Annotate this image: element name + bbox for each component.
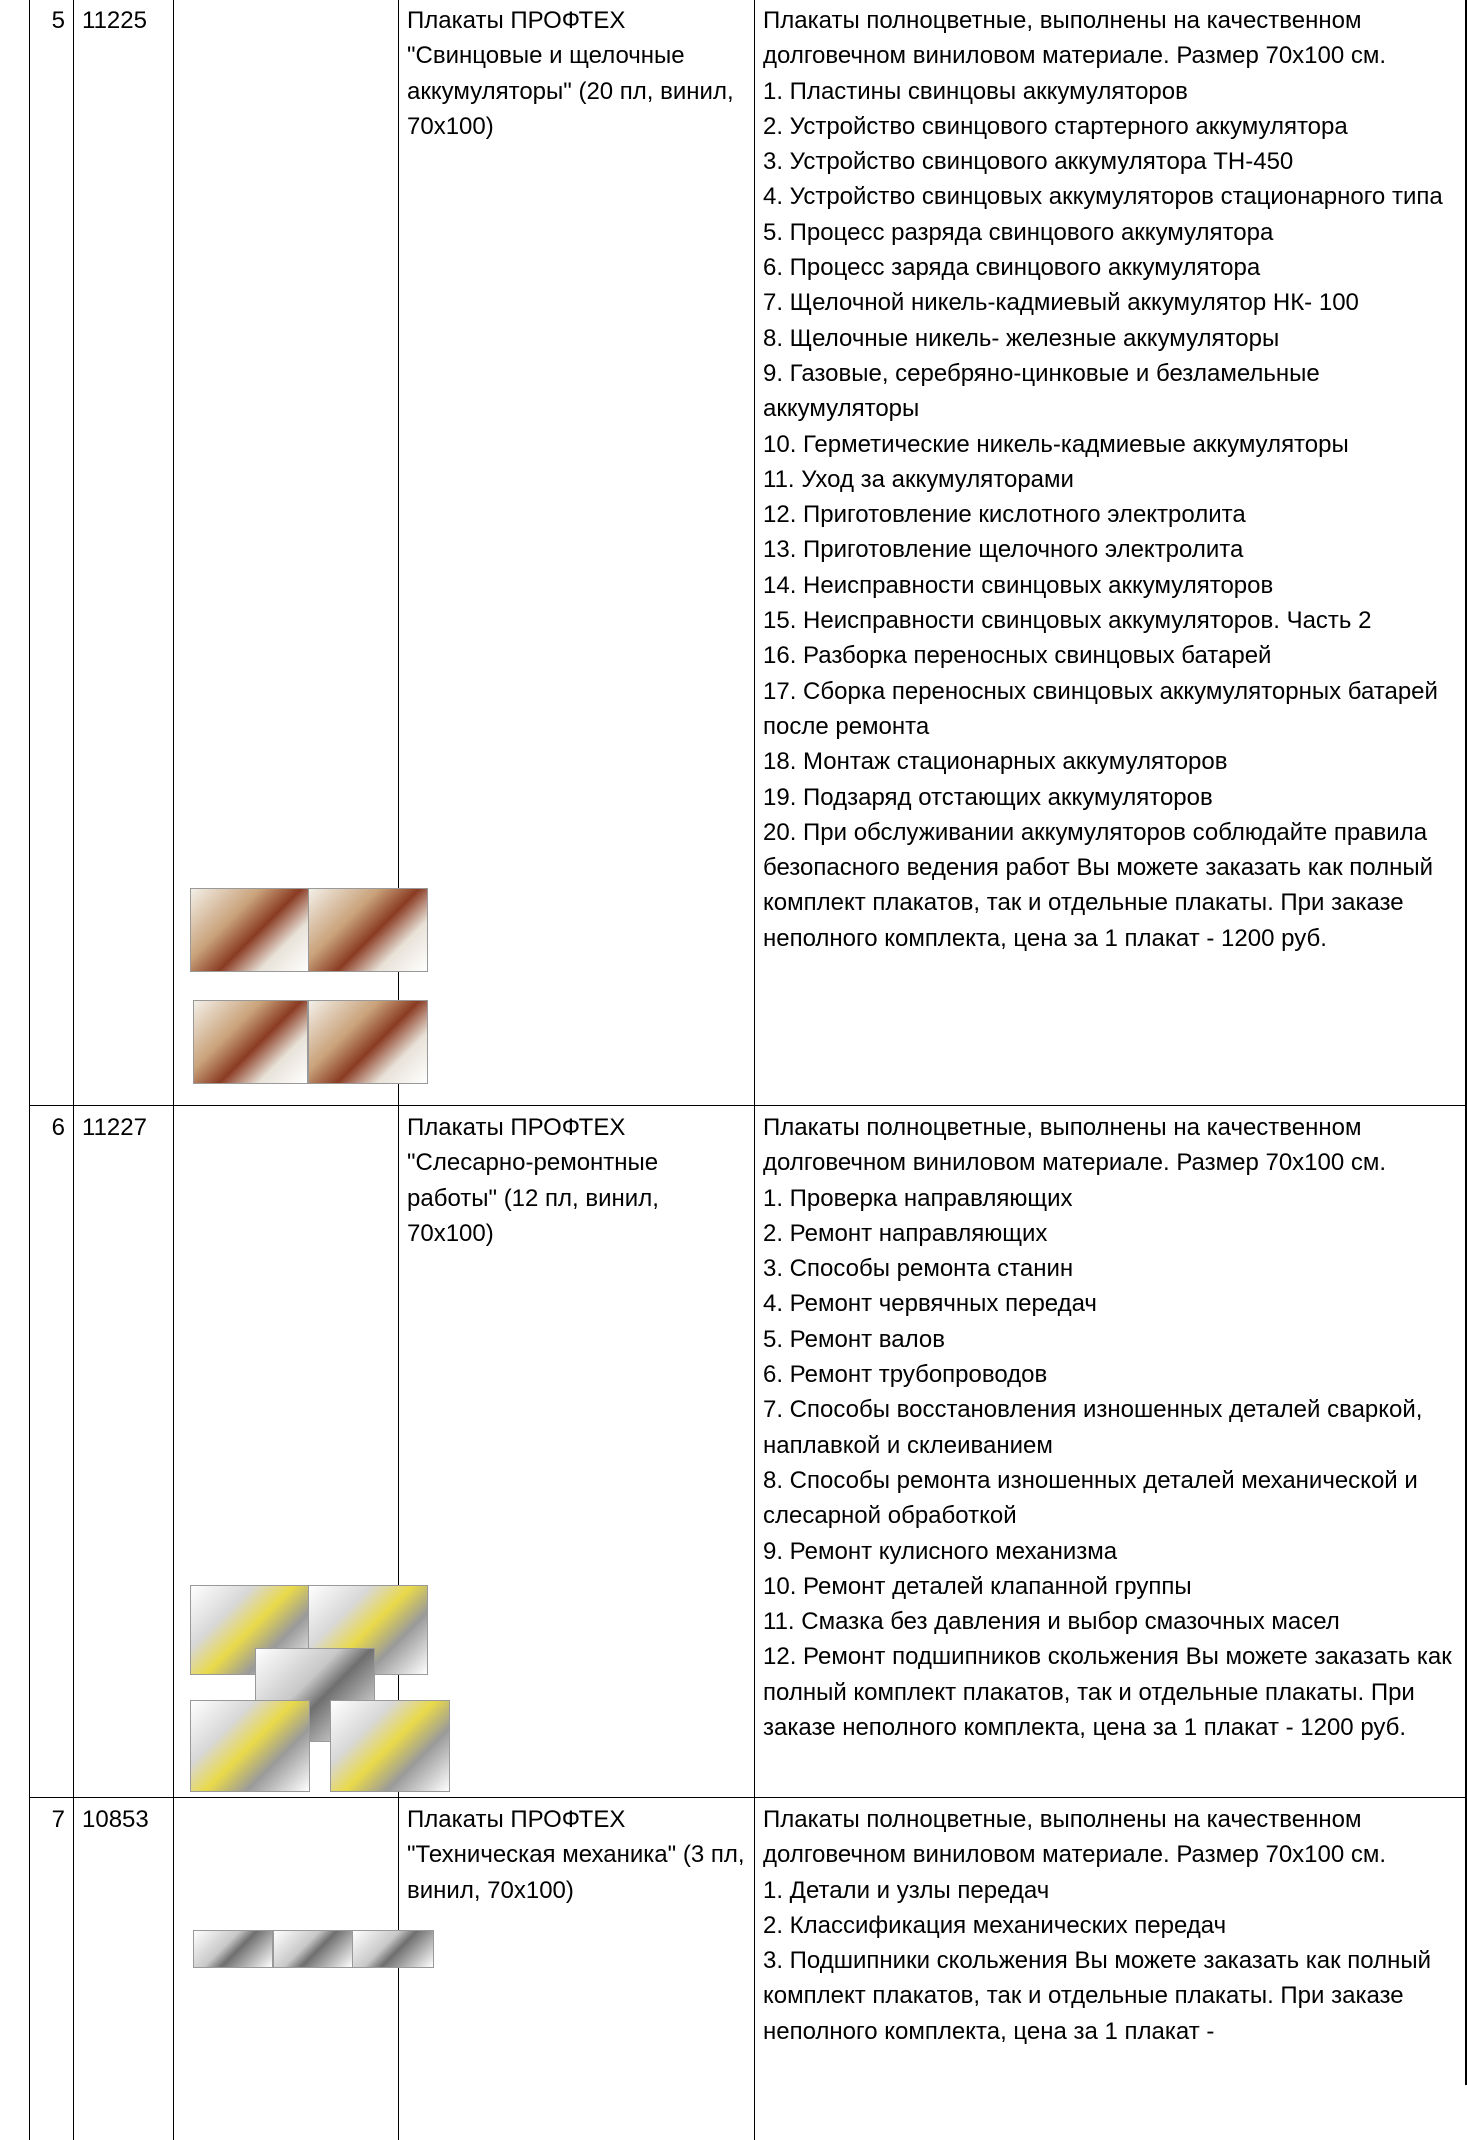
description-line: 8. Щелочные никель- железные аккумулятор…	[763, 324, 1280, 352]
product-code: 10853	[73, 1797, 173, 2140]
product-title: Плакаты ПРОФТЕХ "Свинцовые и щелочные ак…	[398, 0, 754, 1105]
product-title: Плакаты ПРОФТЕХ "Слесарно-ремонтные рабо…	[398, 1105, 754, 1797]
description-line: 3. Устройство свинцового аккумулятора ТН…	[763, 148, 1294, 176]
description-line: 1. Проверка направляющих	[763, 1184, 1073, 1212]
poster-thumbnail	[330, 1700, 450, 1792]
description-line: 4. Устройство свинцовых аккумуляторов ст…	[763, 183, 1443, 211]
description-line: 1. Детали и узлы передач	[763, 1876, 1050, 1904]
image-cell	[173, 0, 398, 1105]
product-title: Плакаты ПРОФТЕХ "Техническая механика" (…	[398, 1797, 754, 2140]
poster-thumbnail	[308, 1000, 428, 1084]
description: Плакаты полноцветные, выполнены на качес…	[754, 1105, 1465, 1797]
description-line: 4. Ремонт червячных передач	[763, 1290, 1097, 1318]
image-cell	[173, 1105, 398, 1797]
description-line: 14. Неисправности свинцовых аккумуляторо…	[763, 571, 1274, 599]
description-line: 9. Газовые, серебряно-цинковые и безламе…	[763, 359, 1320, 423]
description-line: 5. Ремонт валов	[763, 1325, 945, 1353]
poster-thumbnail	[273, 1930, 353, 1968]
description-line: 2. Классификация механических передач	[763, 1911, 1227, 1939]
row-number: 5	[29, 0, 73, 1105]
description-line: 6. Ремонт трубопроводов	[763, 1361, 1048, 1389]
poster-thumbnail	[190, 888, 310, 972]
description-line: 10. Ремонт деталей клапанной группы	[763, 1572, 1192, 1600]
description-line: 3. Подшипники скольжения Вы можете заказ…	[763, 1947, 1432, 2045]
description-line: 9. Ремонт кулисного механизма	[763, 1537, 1118, 1565]
description-line: Плакаты полноцветные, выполнены на качес…	[763, 1806, 1387, 1869]
description-line: 6. Процесс заряда свинцового аккумулятор…	[763, 254, 1261, 282]
description-line: 15. Неисправности свинцовых аккумуляторо…	[763, 607, 1372, 635]
description-line: 7. Способы восстановления изношенных дет…	[763, 1396, 1423, 1459]
row-number: 6	[29, 1105, 73, 1797]
description-line: Плакаты полноцветные, выполнены на качес…	[763, 1114, 1387, 1177]
row-number: 7	[29, 1797, 73, 2140]
description-line: 3. Способы ремонта станин	[763, 1255, 1074, 1283]
description-line: 11. Смазка без давления и выбор смазочны…	[763, 1608, 1340, 1636]
poster-thumbnail	[352, 1930, 434, 1968]
description: Плакаты полноцветные, выполнены на качес…	[754, 0, 1465, 1105]
description: Плакаты полноцветные, выполнены на качес…	[754, 1797, 1465, 2140]
poster-thumbnail	[308, 888, 428, 972]
description-line: Плакаты полноцветные, выполнены на качес…	[763, 7, 1387, 70]
product-code: 11225	[73, 0, 173, 1105]
description-line: 20. При обслуживании аккумуляторов соблю…	[763, 818, 1434, 952]
description-line: 5. Процесс разряда свинцового аккумулято…	[763, 218, 1274, 246]
poster-thumbnail	[190, 1700, 310, 1792]
description-line: 10. Герметические никель-кадмиевые аккум…	[763, 430, 1349, 458]
table-edge	[1465, 0, 1467, 2085]
description-line: 2. Ремонт направляющих	[763, 1219, 1048, 1247]
description-line: 16. Разборка переносных свинцовых батаре…	[763, 642, 1272, 670]
description-line: 7. Щелочной никель-кадмиевый аккумулятор…	[763, 289, 1359, 317]
image-cell	[173, 1797, 398, 2140]
description-line: 12. Приготовление кислотного электролита	[763, 501, 1246, 529]
description-line: 11. Уход за аккумуляторами	[763, 465, 1074, 493]
product-code: 11227	[73, 1105, 173, 1797]
description-line: 19. Подзаряд отстающих аккумуляторов	[763, 783, 1213, 811]
description-line: 18. Монтаж стационарных аккумуляторов	[763, 748, 1228, 776]
description-line: 2. Устройство свинцового стартерного акк…	[763, 112, 1348, 140]
description-line: 13. Приготовление щелочного электролита	[763, 536, 1244, 564]
description-line: 17. Сборка переносных свинцовых аккумуля…	[763, 677, 1438, 740]
poster-thumbnail	[193, 1000, 308, 1084]
description-line: 8. Способы ремонта изношенных деталей ме…	[763, 1466, 1418, 1530]
description-line: 1. Пластины свинцовы аккумуляторов	[763, 77, 1188, 105]
description-line: 12. Ремонт подшипников скольжения Вы мож…	[763, 1643, 1452, 1742]
page: 5 11225 Плакаты ПРОФТЕХ "Свинцовые и щелоч…	[29, 0, 1467, 2140]
poster-thumbnail	[193, 1930, 273, 1968]
